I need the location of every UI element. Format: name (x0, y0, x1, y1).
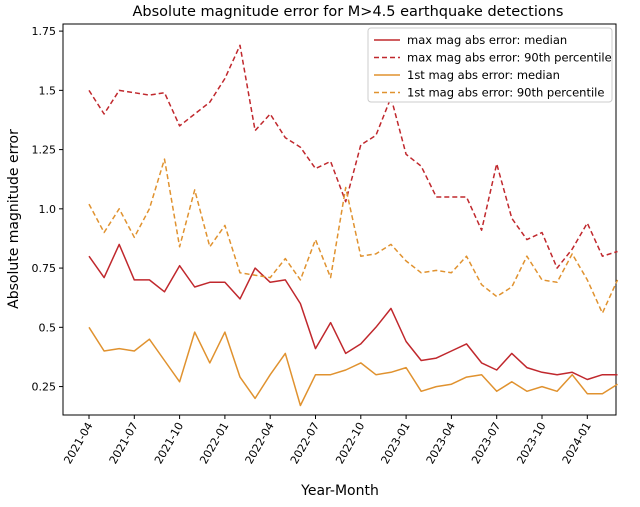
series-line-3 (88, 326, 618, 407)
series-line-1 (88, 243, 618, 381)
legend-box (367, 27, 613, 103)
x-tick-label: 2021-04 (61, 420, 95, 466)
series-line-2 (88, 44, 618, 269)
y-tick-label: 1.25 (32, 144, 57, 157)
y-tick-label: 0.75 (32, 262, 57, 275)
y-axis-label: Absolute magnitude error (6, 129, 22, 309)
x-tick-label: 2024-01 (560, 420, 594, 466)
x-axis-ticks: 2021-04 2021-07 2021-10 2022-01 2022-04 2022-… (61, 415, 594, 466)
legend-label: 1st mag abs error: median (407, 68, 560, 82)
legend-label: max mag abs error: 90th percentile (407, 51, 612, 65)
series-line-4 (88, 158, 619, 314)
x-tick-label: 2021-10 (152, 420, 186, 466)
legend-label: 1st mag abs error: 90th percentile (407, 86, 604, 100)
chart-title: Absolute magnitude error for M>4.5 earth… (133, 4, 564, 20)
legend: max mag abs error: median max mag abs err… (367, 27, 613, 103)
series-lines (88, 44, 619, 407)
x-axis-label: Year-Month (300, 483, 379, 499)
x-tick-label: 2021-07 (107, 420, 141, 466)
x-tick-label: 2023-04 (424, 420, 458, 466)
x-tick-label: 2023-10 (514, 420, 548, 466)
x-tick-label: 2022-01 (197, 420, 231, 466)
x-tick-label: 2022-04 (243, 420, 277, 466)
y-axis-ticks: 0.25 0.5 0.75 1.0 1.25 1.5 1.75 (32, 25, 63, 394)
legend-label: max mag abs error: median (407, 33, 567, 47)
y-tick-label: 0.25 (32, 381, 57, 394)
y-tick-label: 0.5 (39, 321, 57, 334)
y-tick-label: 1.0 (39, 203, 57, 216)
x-tick-label: 2023-01 (378, 420, 412, 466)
x-tick-label: 2023-07 (469, 420, 503, 466)
x-tick-label: 2022-07 (288, 420, 322, 466)
x-tick-label: 2022-10 (333, 420, 367, 466)
plot-area (62, 23, 617, 416)
y-tick-label: 1.5 (39, 84, 57, 97)
y-tick-label: 1.75 (32, 25, 57, 38)
